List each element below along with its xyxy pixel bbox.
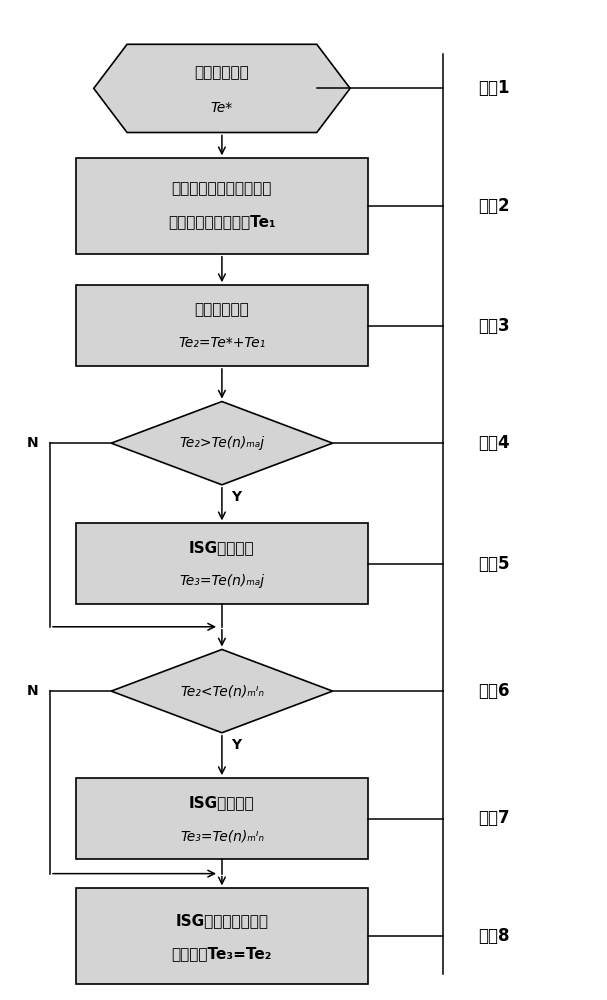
Text: Y: Y: [231, 490, 241, 504]
Text: Te₃=Te(n)ₘᴵₙ: Te₃=Te(n)ₘᴵₙ: [180, 829, 264, 843]
Text: 步骤6: 步骤6: [478, 682, 510, 700]
FancyBboxPatch shape: [76, 285, 368, 366]
Text: Y: Y: [231, 738, 241, 752]
Text: Te₂=Te*+Te₁: Te₂=Te*+Te₁: [178, 336, 265, 350]
FancyBboxPatch shape: [76, 523, 368, 604]
Polygon shape: [111, 402, 333, 485]
FancyBboxPatch shape: [76, 158, 368, 254]
Text: 步骤1: 步骤1: [478, 79, 510, 97]
Text: 步骤4: 步骤4: [478, 434, 510, 452]
Text: ISG扭矩指令: ISG扭矩指令: [189, 795, 255, 810]
Text: 步骤5: 步骤5: [478, 555, 510, 573]
Text: N: N: [27, 684, 38, 698]
Text: Te₃=Te(n)ₘₐϳ: Te₃=Te(n)ₘₐϳ: [179, 574, 265, 588]
Polygon shape: [111, 649, 333, 733]
Text: N: N: [27, 436, 38, 450]
FancyBboxPatch shape: [76, 778, 368, 859]
Text: ISG系统按扭矩指令: ISG系统按扭矩指令: [175, 913, 268, 928]
Text: 步骤3: 步骤3: [478, 317, 510, 335]
Polygon shape: [93, 44, 350, 132]
Text: Te*: Te*: [211, 101, 233, 115]
Text: 步骤2: 步骤2: [478, 197, 510, 215]
Text: 进行控制Te₃=Te₂: 进行控制Te₃=Te₂: [172, 946, 272, 961]
Text: 合成扭矩指令: 合成扭矩指令: [195, 302, 249, 317]
Text: 步骤8: 步骤8: [478, 927, 510, 945]
Text: Te₂<Te(n)ₘᴵₙ: Te₂<Te(n)ₘᴵₙ: [180, 684, 264, 698]
Text: 曲线发动机补偿扭矩Te₁: 曲线发动机补偿扭矩Te₁: [168, 214, 276, 229]
FancyBboxPatch shape: [76, 888, 368, 984]
Text: 给定扭矩指令: 给定扭矩指令: [195, 65, 249, 80]
Text: ISG扭矩指令: ISG扭矩指令: [189, 541, 255, 556]
Text: 当前电机转子位置的规则: 当前电机转子位置的规则: [172, 181, 272, 196]
Text: Te₂>Te(n)ₘₐϳ: Te₂>Te(n)ₘₐϳ: [179, 436, 265, 450]
Text: 步骤7: 步骤7: [478, 810, 510, 828]
